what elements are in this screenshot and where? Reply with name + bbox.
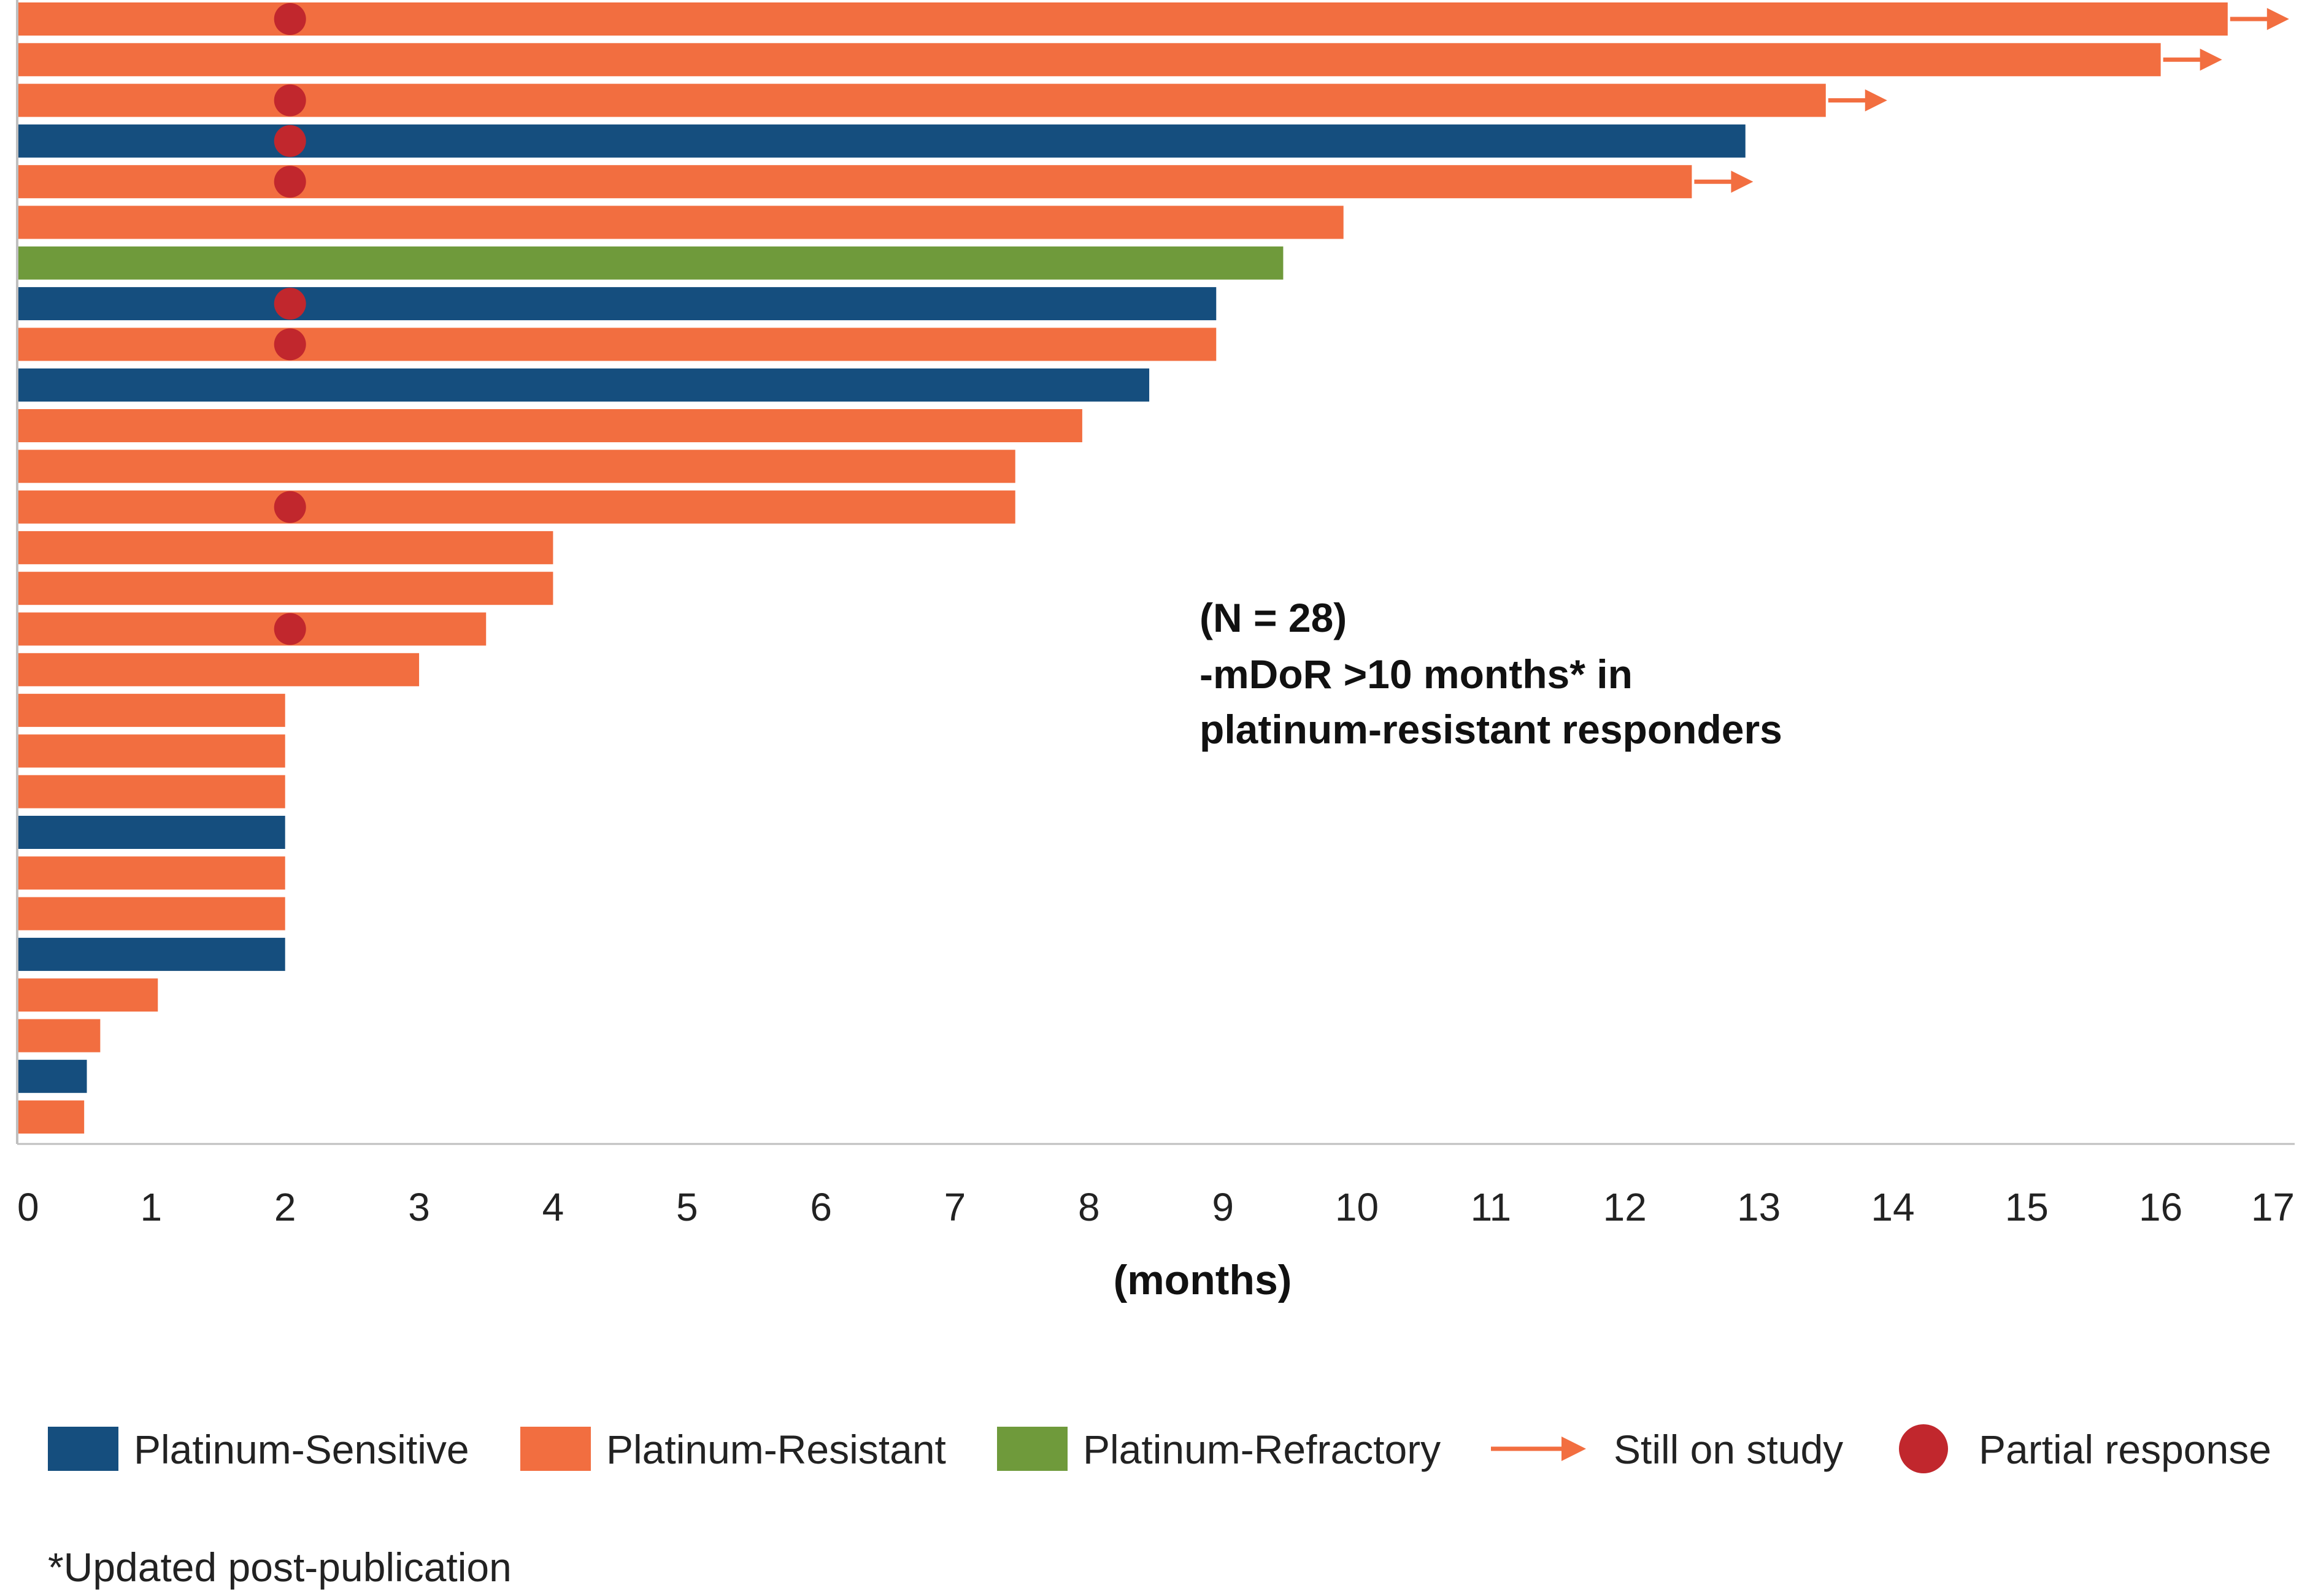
- x-tick-label-7: 7: [944, 1185, 966, 1229]
- x-tick-label-15: 15: [2005, 1185, 2049, 1229]
- annotation-line-2: -mDoR >10 months* in: [1199, 651, 1633, 697]
- bar-sensitive-27: [17, 1059, 87, 1093]
- partial-response-dot-1: [274, 3, 306, 35]
- ongoing-arrow-head-3: [1865, 89, 1887, 112]
- bar-resistant-25: [17, 978, 158, 1012]
- legend-label-resistant: Platinum-Resistant: [606, 1427, 946, 1472]
- x-tick-label-12: 12: [1603, 1185, 1647, 1229]
- legend-swatch-sensitive: [48, 1427, 118, 1471]
- bar-resistant-19: [17, 734, 285, 768]
- ongoing-arrow-head-5: [1731, 171, 1754, 193]
- x-tick-label-16: 16: [2139, 1185, 2182, 1229]
- legend: Platinum-Sensitive Platinum-Resistant Plat…: [48, 1424, 2271, 1473]
- partial-response-dot-9: [274, 328, 306, 361]
- bar-resistant-18: [17, 694, 285, 727]
- bar-resistant-14: [17, 531, 553, 564]
- x-tick-label-17: 17: [2251, 1185, 2295, 1229]
- bar-resistant-1: [17, 2, 2228, 36]
- partial-response-dot-3: [274, 84, 306, 117]
- partial-response-dot-8: [274, 288, 306, 320]
- x-tick-label-8: 8: [1078, 1185, 1100, 1229]
- bar-resistant-20: [17, 775, 285, 808]
- partial-response-dot-5: [274, 166, 306, 198]
- partial-response-dot-16: [274, 613, 306, 645]
- bar-resistant-22: [17, 856, 285, 890]
- ongoing-arrow-head-1: [2266, 8, 2289, 30]
- ongoing-arrow-head-2: [2200, 48, 2222, 71]
- bar-sensitive-10: [17, 368, 1150, 402]
- bar-resistant-3: [17, 83, 1826, 117]
- x-tick-label-0: 0: [17, 1185, 39, 1229]
- footnote: *Updated post-publication: [48, 1544, 512, 1590]
- bars-layer: [17, 2, 2228, 1134]
- bar-refractory-7: [17, 246, 1284, 280]
- x-tick-label-1: 1: [141, 1185, 163, 1229]
- x-tick-label-14: 14: [1871, 1185, 1914, 1229]
- legend-swatch-refractory: [997, 1427, 1068, 1471]
- bar-resistant-17: [17, 653, 420, 686]
- bar-resistant-26: [17, 1019, 101, 1053]
- bar-resistant-9: [17, 328, 1217, 361]
- x-tick-label-11: 11: [1471, 1185, 1511, 1229]
- x-tick-label-6: 6: [810, 1185, 832, 1229]
- partial-response-dot-4: [274, 125, 306, 157]
- x-tick-label-4: 4: [542, 1185, 564, 1229]
- x-tick-label-13: 13: [1737, 1185, 1781, 1229]
- legend-label-ongoing: Still on study: [1614, 1427, 1843, 1472]
- legend-partial-dot: [1899, 1424, 1948, 1473]
- bar-resistant-2: [17, 43, 2161, 77]
- annotation: (N = 28) -mDoR >10 months* in platinum-r…: [1199, 595, 1782, 752]
- legend-label-partial: Partial response: [1979, 1427, 2271, 1472]
- bar-resistant-23: [17, 897, 285, 930]
- bar-sensitive-24: [17, 937, 285, 971]
- legend-swatch-resistant: [520, 1427, 591, 1471]
- markers-layer: [274, 3, 2289, 645]
- bar-sensitive-21: [17, 816, 285, 849]
- x-tick-label-10: 10: [1335, 1185, 1379, 1229]
- bar-resistant-5: [17, 165, 1692, 199]
- annotation-line-1: (N = 28): [1199, 595, 1347, 640]
- legend-arrow-head: [1561, 1437, 1586, 1461]
- x-tick-label-3: 3: [408, 1185, 430, 1229]
- bar-resistant-13: [17, 490, 1015, 524]
- legend-label-sensitive: Platinum-Sensitive: [134, 1427, 469, 1472]
- x-tick-label-9: 9: [1212, 1185, 1234, 1229]
- bar-resistant-15: [17, 572, 553, 605]
- bar-resistant-12: [17, 450, 1015, 483]
- annotation-line-3: platinum-resistant responders: [1199, 707, 1782, 752]
- partial-response-dot-13: [274, 491, 306, 523]
- bar-resistant-28: [17, 1100, 85, 1134]
- x-axis-title: (months): [1114, 1257, 1292, 1303]
- bar-sensitive-8: [17, 287, 1217, 321]
- bar-resistant-16: [17, 612, 487, 646]
- bar-resistant-6: [17, 205, 1344, 239]
- bar-resistant-11: [17, 409, 1082, 442]
- legend-label-refractory: Platinum-Refractory: [1083, 1427, 1441, 1472]
- x-axis: 0 1 2 3 4 5 6 7 8 9 10 11 12 13 14 15 16 17: [16, 0, 2295, 1229]
- x-tick-label-2: 2: [274, 1185, 296, 1229]
- x-tick-label-5: 5: [676, 1185, 698, 1229]
